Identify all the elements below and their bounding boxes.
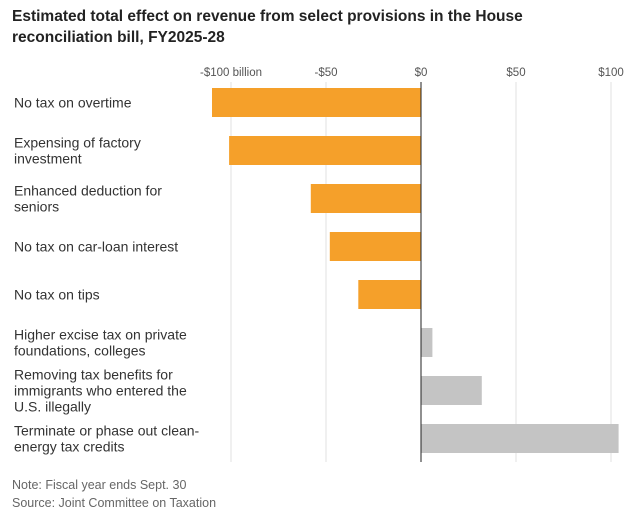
category-label: Terminate or phase out clean-energy tax … — [14, 423, 200, 455]
x-tick-label: -$100 billion — [200, 67, 262, 79]
x-tick-label: $50 — [506, 67, 525, 79]
bar — [212, 88, 421, 117]
x-tick-label: $0 — [415, 67, 428, 79]
category-label: Removing tax benefits for immigrants who … — [14, 367, 187, 415]
x-tick-label: -$50 — [314, 67, 337, 79]
bar — [229, 136, 421, 165]
category-label: No tax on overtime — [14, 95, 132, 111]
category-label: No tax on car-loan interest — [14, 239, 178, 255]
category-label: Enhanced deduction for seniors — [14, 183, 162, 215]
bar — [358, 280, 421, 309]
bar — [421, 424, 619, 453]
chart-note: Note: Fiscal year ends Sept. 30 — [12, 478, 187, 492]
bar — [421, 328, 433, 357]
x-tick-label: $100 — [598, 67, 624, 79]
bar — [421, 376, 482, 405]
chart-title: Estimated total effect on revenue from s… — [12, 8, 523, 46]
category-label: Expensing of factory investment — [14, 135, 141, 167]
chart-source: Source: Joint Committee on Taxation — [12, 496, 217, 510]
category-label: No tax on tips — [14, 287, 100, 303]
category-label: Higher excise tax on private foundations,… — [14, 327, 187, 359]
bar — [329, 232, 421, 261]
bar — [310, 184, 421, 213]
